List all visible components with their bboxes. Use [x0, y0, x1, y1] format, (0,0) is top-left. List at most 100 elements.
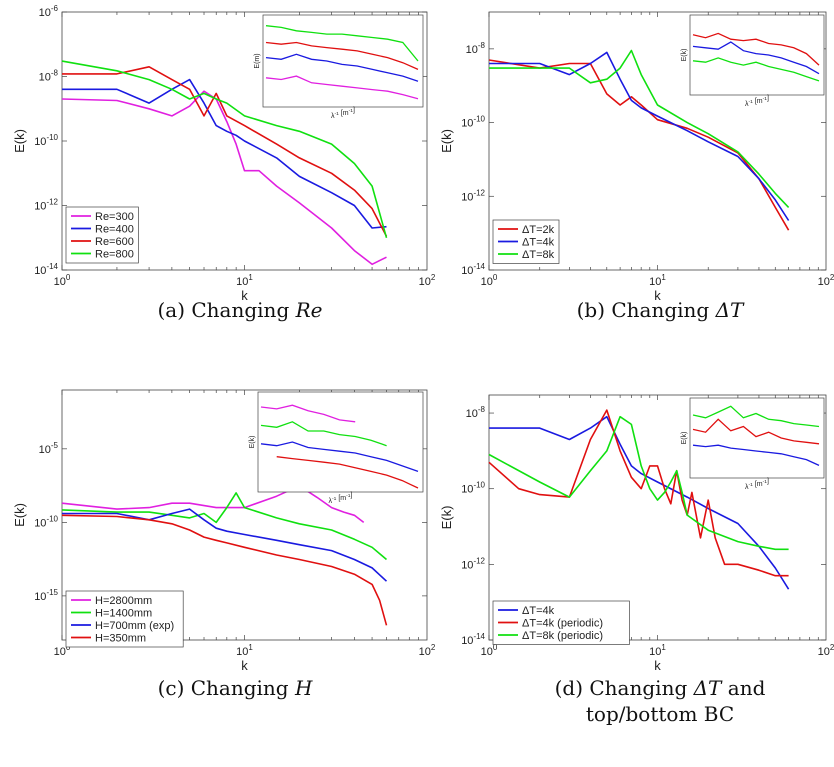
legend-label: ΔT=4k	[522, 237, 555, 249]
y-tick-label: 10-10	[34, 133, 58, 148]
series-line	[61, 90, 387, 266]
inset-series-line	[692, 418, 820, 445]
y-tick-label: 10-12	[461, 556, 485, 571]
y-tick-label: 10-10	[34, 514, 58, 529]
series-line	[489, 51, 790, 221]
legend-label: Re=800	[95, 249, 134, 261]
inset-series-line	[265, 53, 419, 82]
legend-label: Re=300	[95, 211, 134, 223]
series-line	[488, 59, 790, 231]
series-line	[61, 492, 388, 561]
caption-c-prefix: (c) Changing	[157, 676, 295, 700]
inset-series-line	[260, 421, 387, 447]
y-tick-label: 10-14	[461, 632, 485, 647]
chart-b: 100 101 102 10-14 10-12 10-10 10-8 k E(k) E(k) λ-1…	[439, 11, 834, 303]
inset-x-label: λ-1 [m-1]	[745, 478, 769, 491]
series-line	[62, 508, 388, 582]
inset-x-label: λ-1 [m-1]	[745, 95, 769, 108]
y-tick-label: 10-12	[461, 188, 485, 203]
series-line	[489, 415, 790, 590]
y-tick-label: 10-8	[466, 41, 486, 56]
legend-label: H=2800mm	[95, 595, 152, 607]
caption-a: (a) Changing Re	[60, 297, 420, 323]
x-tick-label: 102	[419, 273, 436, 288]
inset-series-line	[276, 456, 419, 489]
chart-a: 100 101 102 10-14 10-12 10-10 10-8 10-6 k E(k) E(m…	[12, 4, 436, 303]
inset-series-line	[265, 41, 419, 70]
caption-d: (d) Changing ΔT and top/bottom BC	[480, 675, 834, 727]
inset-chart: E(m) λ-1 [m-1]	[254, 14, 424, 120]
x-axis-label: k	[654, 658, 661, 673]
caption-d-symbol: ΔT	[693, 676, 722, 700]
inset-series-line	[265, 75, 419, 100]
legend-label: H=350mm	[95, 633, 146, 645]
caption-a-prefix: (a) Changing	[157, 298, 296, 322]
x-tick-label: 101	[236, 273, 253, 288]
chart-c: 100 101 102 10-15 10-10 10-5 k E(k) E(k) λ-1 [m-1…	[12, 389, 436, 673]
series-line	[61, 514, 388, 626]
inset-series-line	[692, 57, 820, 82]
inset-y-label: E(k)	[681, 49, 688, 62]
caption-d-line2: top/bottom BC	[585, 702, 735, 726]
y-tick-label: 10-12	[34, 198, 58, 213]
y-axis-label: E(k)	[439, 506, 454, 530]
y-tick-label: 10-14	[34, 262, 58, 277]
y-axis-label: E(k)	[439, 129, 454, 153]
inset-x-label: λ-1 [m-1]	[331, 107, 355, 120]
caption-b: (b) Changing ΔT	[480, 297, 834, 323]
series-line	[489, 49, 790, 208]
x-axis-label: k	[241, 288, 248, 303]
x-tick-label: 100	[481, 643, 498, 658]
caption-d-prefix: (d) Changing	[554, 676, 694, 700]
inset-frame	[257, 391, 424, 493]
inset-x-label: λ-1 [m-1]	[329, 492, 353, 505]
y-tick-label: 10-10	[461, 481, 485, 496]
caption-d-suffix: and	[721, 676, 766, 700]
legend-label: H=700mm (exp)	[95, 620, 174, 632]
x-axis-label: k	[654, 288, 661, 303]
x-tick-label: 101	[649, 273, 666, 288]
caption-c-symbol: H	[294, 676, 313, 700]
caption-c: (c) Changing H	[55, 675, 415, 701]
x-tick-label: 102	[818, 273, 834, 288]
legend-label: Re=400	[95, 224, 134, 236]
y-tick-label: 10-14	[461, 262, 485, 277]
inset-series-line	[260, 441, 419, 473]
y-tick-label: 10-5	[39, 441, 59, 456]
x-tick-label: 101	[649, 643, 666, 658]
inset-frame	[689, 14, 825, 96]
y-axis-label: E(k)	[12, 129, 27, 153]
y-tick-label: 10-8	[466, 405, 486, 420]
inset-series-line	[692, 41, 820, 75]
y-tick-label: 10-8	[39, 69, 59, 84]
series-line	[62, 78, 387, 229]
legend-label: Re=600	[95, 236, 134, 248]
inset-y-label: E(k)	[249, 436, 256, 449]
series-line	[62, 66, 388, 237]
inset-series-line	[692, 32, 820, 66]
x-tick-label: 101	[236, 643, 253, 658]
y-tick-label: 10-6	[39, 4, 59, 19]
chart-d: 100 101 102 10-14 10-12 10-10 10-8 k E(k) E(k) λ-1…	[439, 394, 834, 673]
inset-y-label: E(k)	[681, 432, 688, 445]
series-line	[61, 485, 365, 524]
legend-label: ΔT=4k (periodic)	[522, 618, 603, 630]
inset-series-line	[692, 405, 820, 428]
inset-chart: E(k) λ-1 [m-1]	[681, 14, 825, 108]
legend-label: ΔT=4k	[522, 605, 555, 617]
inset-frame	[689, 397, 825, 479]
y-axis-label: E(k)	[12, 503, 27, 527]
legend-label: H=1400mm	[95, 608, 152, 620]
x-tick-label: 102	[419, 643, 436, 658]
legend-label: ΔT=2k	[522, 224, 555, 236]
series-line	[488, 409, 789, 577]
series-line	[61, 60, 388, 239]
x-axis-label: k	[241, 658, 248, 673]
caption-b-prefix: (b) Changing	[576, 298, 716, 322]
inset-series-line	[260, 404, 356, 423]
